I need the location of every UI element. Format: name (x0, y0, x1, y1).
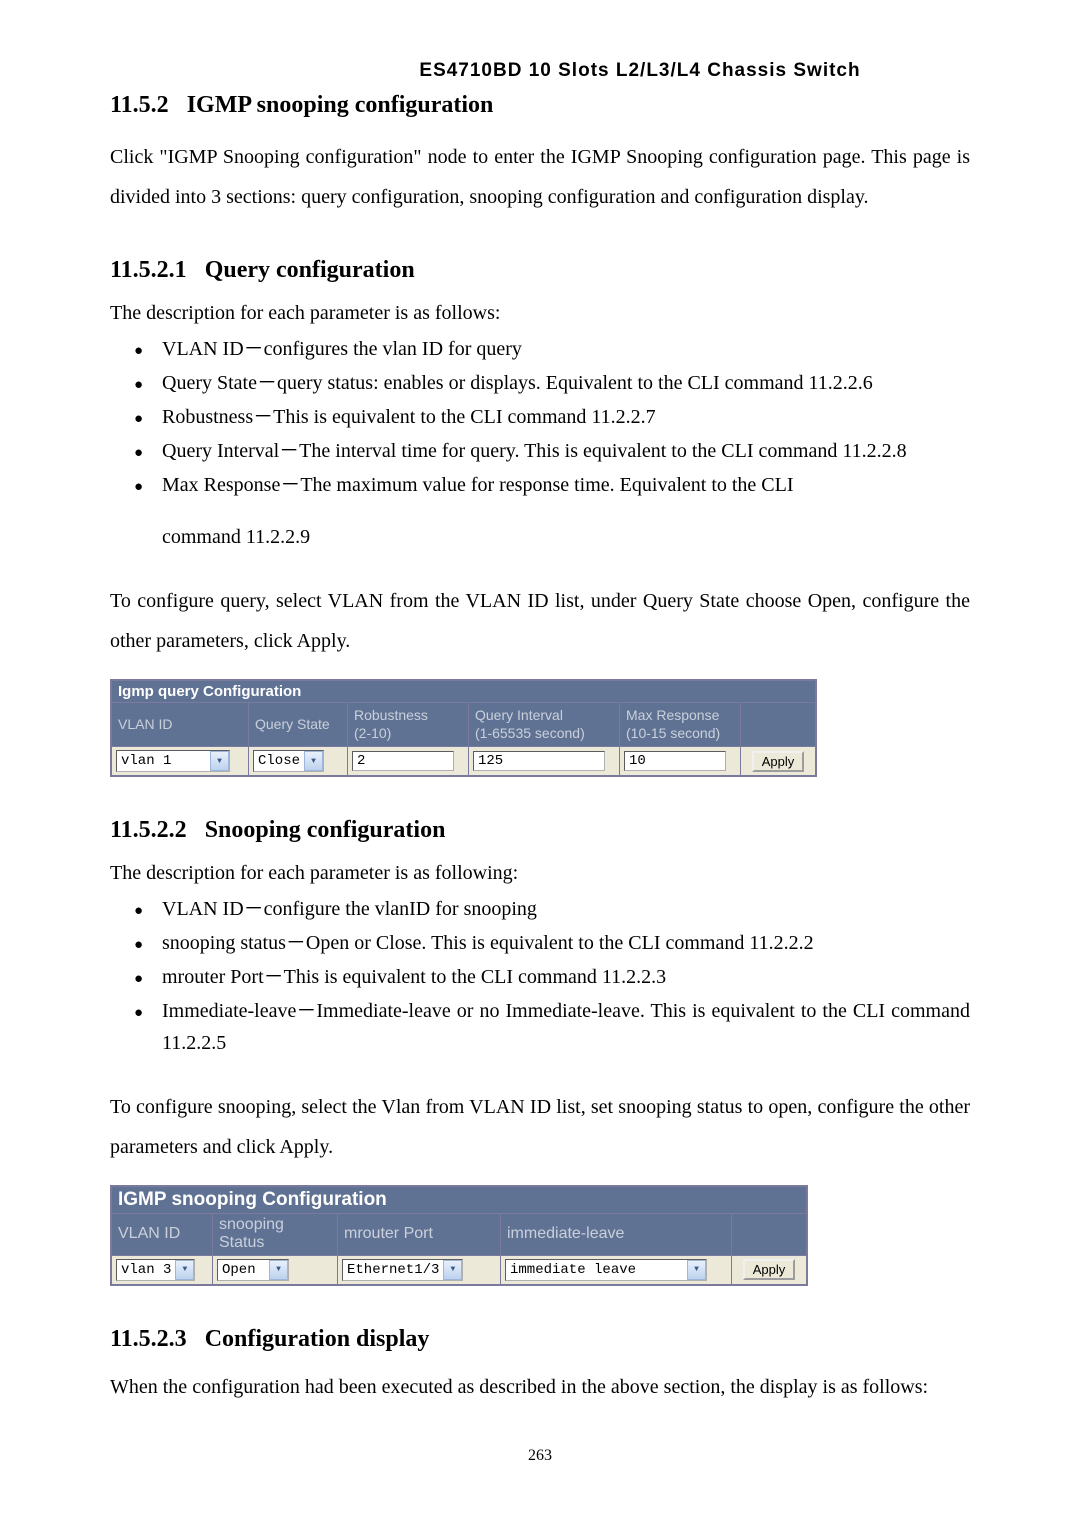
igmp-snooping-table: IGMP snooping Configuration VLAN ID snoo… (110, 1185, 808, 1286)
list-item: Robustness－This is equivalent to the CLI… (110, 401, 970, 433)
cell-mrouter: Ethernet1/3 ▼ (338, 1255, 501, 1285)
page-number: 263 (110, 1447, 970, 1465)
col-header-state: Query State (249, 703, 348, 747)
col-header-maxresp: Max Response (10-15 second) (620, 703, 741, 747)
subsection-heading-11-5-2-1: 11.5.2.1 Query configuration (110, 257, 970, 284)
col-header-interval: Query Interval (1-65535 second) (469, 703, 620, 747)
list-item: mrouter Port－This is equivalent to the C… (110, 961, 970, 993)
igmp-query-table: Igmp query Configuration VLAN ID Query S… (110, 679, 817, 777)
col-header-vlan: VLAN ID (111, 1214, 213, 1256)
apply-button[interactable]: Apply (743, 1259, 796, 1280)
section-paragraph: Click "IGMP Snooping configuration" node… (110, 137, 970, 217)
configure-snooping-paragraph: To configure snooping, select the Vlan f… (110, 1087, 970, 1167)
chevron-down-icon: ▼ (269, 1260, 288, 1280)
section-number: 11.5.2 (110, 92, 169, 118)
cell-maxresp: 10 (620, 747, 741, 777)
col-header-label: Status (219, 1234, 264, 1251)
section-title: IGMP snooping configuration (187, 92, 494, 118)
subsection-title: Snooping configuration (205, 817, 446, 843)
vlan-select[interactable]: vlan 3 ▼ (116, 1259, 195, 1281)
cell-vlan: vlan 1 ▼ (111, 747, 249, 777)
chevron-down-icon: ▼ (687, 1260, 706, 1280)
col-header-mrouter: mrouter Port (338, 1214, 501, 1256)
col-header-label: Query Interval (475, 707, 563, 723)
chevron-down-icon: ▼ (175, 1260, 194, 1280)
col-header-range: (2-10) (354, 725, 391, 741)
subsection-heading-11-5-2-2: 11.5.2.2 Snooping configuration (110, 817, 970, 844)
subsection-number: 11.5.2.1 (110, 257, 187, 283)
col-header-empty (741, 703, 817, 747)
col-header-label: snooping (219, 1216, 284, 1233)
table-title: Igmp query Configuration (111, 680, 816, 703)
list-item: Query State－query status: enables or dis… (110, 367, 970, 399)
configure-query-paragraph: To configure query, select VLAN from the… (110, 581, 970, 661)
vlan-select[interactable]: vlan 1 ▼ (116, 750, 230, 772)
table-title: IGMP snooping Configuration (111, 1186, 807, 1214)
list-item: Max Response－The maximum value for respo… (110, 469, 970, 501)
chevron-down-icon: ▼ (210, 751, 229, 771)
col-header-snooping-status: snooping Status (213, 1214, 338, 1256)
col-header-label: Max Response (626, 707, 719, 723)
interval-input[interactable]: 125 (473, 751, 605, 771)
list-item-continuation: command 11.2.2.9 (110, 521, 970, 553)
document-page: ES4710BD 10 Slots L2/L3/L4 Chassis Switc… (0, 0, 1080, 1505)
select-value: Close (254, 753, 304, 769)
list-item: Query Interval－The interval time for que… (110, 435, 970, 467)
col-header-empty (732, 1214, 808, 1256)
col-header-range: (10-15 second) (626, 725, 720, 741)
cell-vlan: vlan 3 ▼ (111, 1255, 213, 1285)
param-list: VLAN ID－configure the vlanID for snoopin… (110, 893, 970, 1059)
col-header-immediate: immediate-leave (501, 1214, 732, 1256)
subsection-heading-11-5-2-3: 11.5.2.3 Configuration display (110, 1326, 970, 1353)
mrouter-select[interactable]: Ethernet1/3 ▼ (342, 1259, 463, 1281)
cell-immediate: immediate leave ▼ (501, 1255, 732, 1285)
select-value: immediate leave (506, 1262, 687, 1278)
cell-interval: 125 (469, 747, 620, 777)
select-value: vlan 1 (117, 753, 210, 769)
device-header: ES4710BD 10 Slots L2/L3/L4 Chassis Switc… (310, 60, 970, 82)
status-select[interactable]: Open ▼ (217, 1259, 289, 1281)
select-value: Open (218, 1262, 269, 1278)
chevron-down-icon: ▼ (304, 751, 323, 771)
subsection-title: Configuration display (205, 1326, 430, 1352)
cell-status: Open ▼ (213, 1255, 338, 1285)
param-list: VLAN ID－configures the vlan ID for query… (110, 333, 970, 501)
immediate-select[interactable]: immediate leave ▼ (505, 1259, 707, 1281)
col-header-label: Robustness (354, 707, 428, 723)
param-lead: The description for each parameter is as… (110, 298, 970, 329)
param-lead: The description for each parameter is as… (110, 858, 970, 889)
list-item: VLAN ID－configures the vlan ID for query (110, 333, 970, 365)
subsection-number: 11.5.2.2 (110, 817, 187, 843)
section-heading-11-5-2: 11.5.2 IGMP snooping configuration (110, 92, 970, 119)
col-header-robustness: Robustness (2-10) (348, 703, 469, 747)
maxresp-input[interactable]: 10 (624, 751, 726, 771)
cell-state: Close ▼ (249, 747, 348, 777)
col-header-range: (1-65535 second) (475, 725, 585, 741)
select-value: vlan 3 (117, 1262, 175, 1278)
robustness-input[interactable]: 2 (352, 751, 454, 771)
cell-apply: Apply (741, 747, 817, 777)
cell-robustness: 2 (348, 747, 469, 777)
chevron-down-icon: ▼ (443, 1260, 462, 1280)
list-item: snooping status－Open or Close. This is e… (110, 927, 970, 959)
subsection-title: Query configuration (205, 257, 415, 283)
cell-apply: Apply (732, 1255, 808, 1285)
col-header-vlan: VLAN ID (111, 703, 249, 747)
select-value: Ethernet1/3 (343, 1262, 443, 1278)
list-item: Immediate-leave－Immediate-leave or no Im… (110, 995, 970, 1059)
apply-button[interactable]: Apply (752, 751, 805, 772)
state-select[interactable]: Close ▼ (253, 750, 324, 772)
subsection-number: 11.5.2.3 (110, 1326, 187, 1352)
config-display-paragraph: When the configuration had been executed… (110, 1367, 970, 1407)
list-item: VLAN ID－configure the vlanID for snoopin… (110, 893, 970, 925)
